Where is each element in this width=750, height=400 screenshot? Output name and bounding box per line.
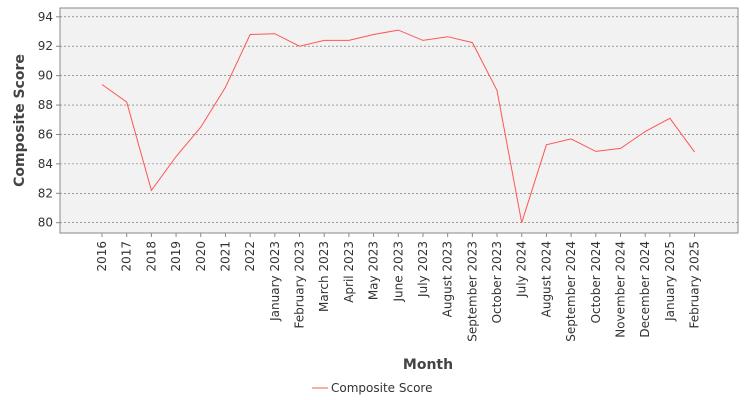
x-tick-label: 2019 bbox=[169, 241, 183, 272]
x-tick-label: July 2024 bbox=[515, 241, 529, 298]
x-tick-label: August 2023 bbox=[441, 241, 455, 317]
x-tick-label: January 2025 bbox=[663, 241, 677, 322]
x-tick-label: 2018 bbox=[144, 241, 158, 272]
y-axis: 80 82 84 86 88 90 92 94 bbox=[38, 10, 60, 230]
series-layer bbox=[101, 29, 696, 223]
x-tick-label: February 2023 bbox=[293, 241, 307, 329]
y-tick-label: 88 bbox=[38, 98, 53, 112]
x-tick-label: February 2025 bbox=[688, 241, 702, 329]
x-tick-label: April 2023 bbox=[342, 241, 356, 303]
legend: Composite Score bbox=[312, 381, 432, 395]
x-tick-label: 2016 bbox=[95, 241, 109, 272]
x-tick-label: 2021 bbox=[218, 241, 232, 272]
series-line bbox=[101, 29, 696, 223]
y-tick-label: 94 bbox=[38, 10, 53, 24]
plot-area bbox=[59, 7, 739, 234]
x-tick-label: June 2023 bbox=[391, 241, 405, 303]
x-tick-label: May 2023 bbox=[367, 241, 381, 300]
y-tick-label: 86 bbox=[38, 127, 53, 141]
x-tick-label: March 2023 bbox=[317, 241, 331, 312]
grid-lines bbox=[60, 16, 738, 224]
y-tick-label: 84 bbox=[38, 157, 53, 171]
y-tick-label: 90 bbox=[38, 69, 53, 83]
y-axis-title: Composite Score bbox=[12, 54, 28, 187]
x-tick-label: September 2024 bbox=[564, 241, 578, 342]
x-axis-title: Month bbox=[403, 357, 453, 373]
x-tick-label: 2022 bbox=[243, 241, 257, 272]
x-tick-label: November 2024 bbox=[613, 241, 627, 338]
x-tick-label: July 2023 bbox=[416, 241, 430, 298]
x-tick-label: 2020 bbox=[194, 241, 208, 272]
x-tick-label: 2017 bbox=[120, 241, 134, 272]
y-tick-label: 82 bbox=[38, 186, 53, 200]
x-tick-label: October 2023 bbox=[490, 241, 504, 323]
y-tick-label: 80 bbox=[38, 216, 53, 230]
legend-label: Composite Score bbox=[331, 381, 432, 395]
x-axis: 2016 2017 2018 2019 2020 2021 2022 January 2023… bbox=[95, 233, 702, 342]
x-tick-label: August 2024 bbox=[539, 241, 553, 317]
y-tick-label: 92 bbox=[38, 39, 53, 53]
x-tick-label: September 2023 bbox=[465, 241, 479, 342]
x-tick-label: December 2024 bbox=[638, 241, 652, 338]
x-tick-label: October 2024 bbox=[589, 241, 603, 323]
x-tick-label: January 2023 bbox=[268, 241, 282, 322]
